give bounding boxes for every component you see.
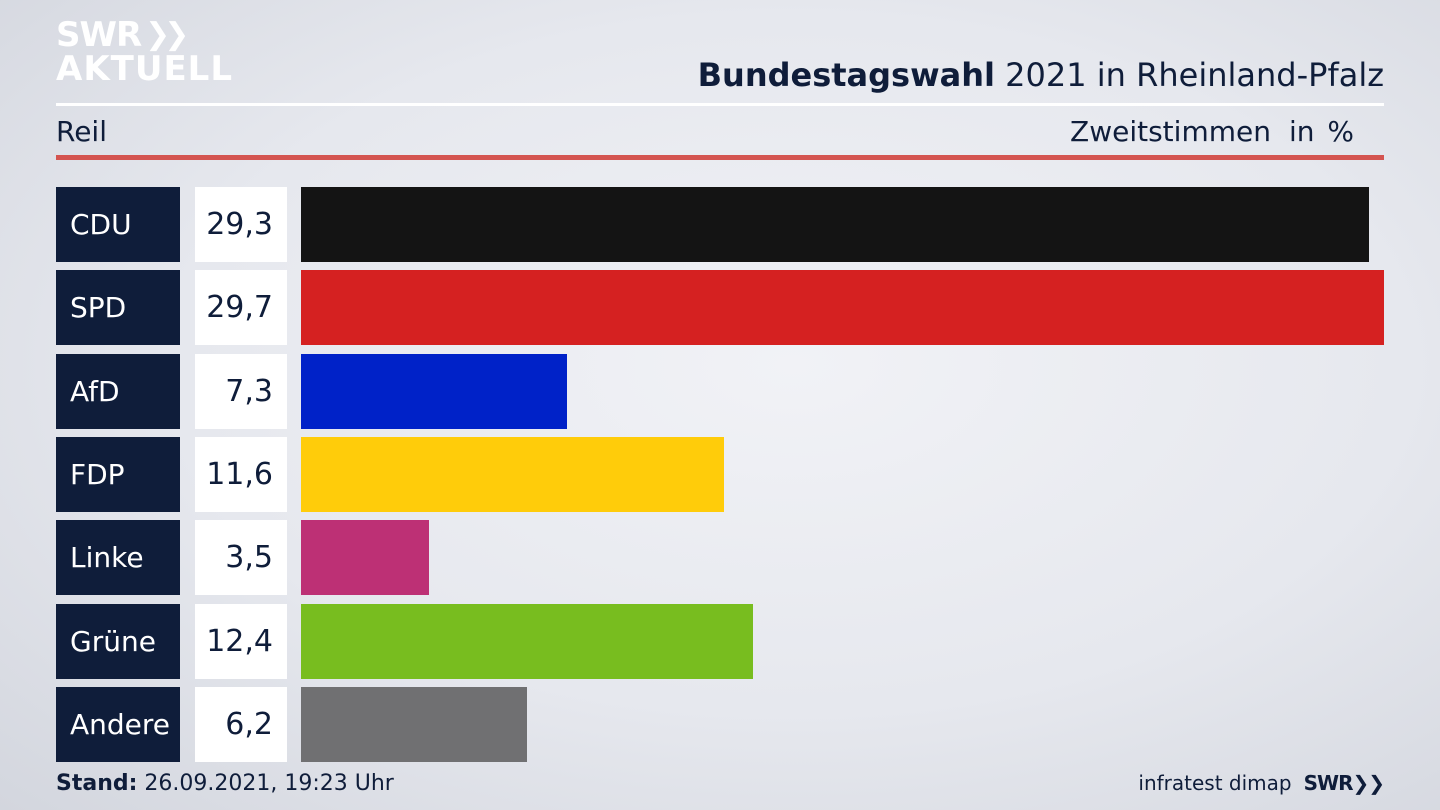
value-label: 29,3	[195, 187, 287, 262]
bar	[301, 187, 1369, 262]
bar	[301, 437, 724, 512]
value-label: 12,4	[195, 604, 287, 679]
brand-chevron-icon: ❯❯	[1352, 771, 1385, 795]
bar	[301, 270, 1384, 345]
logo-chevron-icon: ❯❯	[145, 17, 189, 52]
bar	[301, 520, 429, 595]
bar-row: AfD 7,3	[56, 354, 1384, 429]
title-bold: Bundestagswahl	[697, 56, 995, 94]
chart-title: Bundestagswahl 2021 in Rheinland-Pfalz	[698, 56, 1384, 94]
brand-text: SWR	[1303, 771, 1354, 795]
metric-label: Zweitstimmen in %	[1070, 115, 1354, 148]
stand-label: Stand:	[56, 771, 138, 796]
value-label: 29,7	[195, 270, 287, 345]
accent-divider	[56, 155, 1384, 160]
party-label: FDP	[56, 437, 180, 512]
logo-aktuell-text: AKTUELL	[56, 49, 234, 89]
party-label: Linke	[56, 520, 180, 595]
value-label: 3,5	[195, 520, 287, 595]
unit-label: in %	[1288, 115, 1354, 148]
bar	[301, 687, 527, 762]
party-label: SPD	[56, 270, 180, 345]
bar	[301, 604, 753, 679]
metric-name: Zweitstimmen	[1070, 115, 1271, 148]
bar-row: Andere 6,2	[56, 687, 1384, 762]
bar-row: FDP 11,6	[56, 437, 1384, 512]
value-label: 11,6	[195, 437, 287, 512]
bar	[301, 354, 567, 429]
bar-row: Grüne 12,4	[56, 604, 1384, 679]
value-label: 7,3	[195, 354, 287, 429]
source-credit: infratest dimap SWR❯❯	[1138, 771, 1385, 795]
swr-small-logo: SWR❯❯	[1303, 771, 1385, 795]
party-label: CDU	[56, 187, 180, 262]
party-label: Grüne	[56, 604, 180, 679]
header-divider	[56, 103, 1384, 106]
bar-row: CDU 29,3	[56, 187, 1384, 262]
bar-row: Linke 3,5	[56, 520, 1384, 595]
swr-aktuell-logo: SWR ❯❯ AKTUELL	[56, 15, 234, 89]
logo-swr-text: SWR	[56, 15, 142, 55]
title-rest: 2021 in Rheinland-Pfalz	[995, 56, 1384, 94]
source-label: infratest dimap	[1138, 771, 1292, 795]
timestamp: Stand: 26.09.2021, 19:23 Uhr	[56, 771, 394, 796]
stand-value: 26.09.2021, 19:23 Uhr	[137, 771, 394, 796]
bar-row: SPD 29,7	[56, 270, 1384, 345]
value-label: 6,2	[195, 687, 287, 762]
party-label: AfD	[56, 354, 180, 429]
party-label: Andere	[56, 687, 180, 762]
region-label: Reil	[56, 115, 107, 148]
